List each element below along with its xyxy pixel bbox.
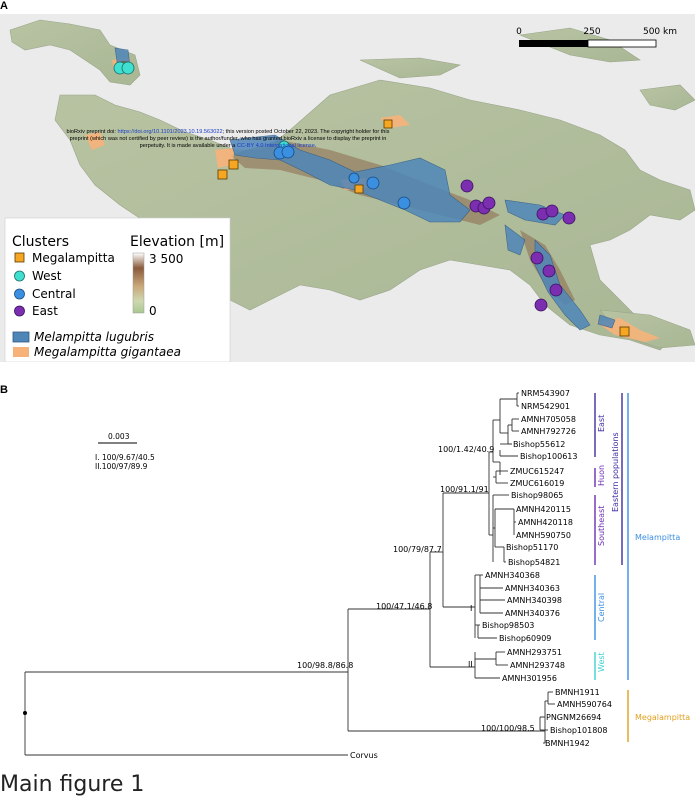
node-support: 100/98.8/86.8	[297, 661, 353, 670]
legend-east: East	[32, 304, 58, 318]
node-support: 100/79/87.7	[393, 545, 442, 554]
sample-point	[534, 298, 548, 312]
node-support: 100/91.1/91	[440, 485, 489, 494]
elevation-title: Elevation [m]	[130, 234, 224, 250]
scale-tick-250: 250	[583, 27, 600, 37]
sample-point	[397, 196, 411, 210]
tip-label: PNGNM26694	[546, 713, 601, 722]
sample-point	[217, 169, 228, 180]
tip-label: AMNH340363	[505, 584, 560, 593]
tip-label: AMNH792726	[521, 427, 576, 436]
clade-label-eastern-populations: Eastern populations	[611, 432, 620, 512]
clade-label-southeast: Southeast	[597, 506, 606, 546]
tip-label: AMNH293748	[510, 661, 565, 670]
elevation-min: 0	[149, 304, 157, 318]
legend-lugubris: Melampitta lugubris	[34, 330, 154, 344]
svg-text:bioRxiv preprint doi: https://: bioRxiv preprint doi: https://doi.org/10…	[67, 129, 390, 135]
root-node	[23, 711, 27, 715]
tip-label: Bishop60909	[499, 634, 551, 643]
tip-label: Bishop54821	[508, 558, 560, 567]
sample-point	[542, 264, 556, 278]
node-mark-I: I	[470, 604, 472, 613]
phylogenetic-tree: 0.003 I. 100/9.67/40.5 II.100/97/89.9	[23, 389, 690, 760]
sample-point	[545, 204, 559, 218]
tip-label: AMNH420118	[518, 518, 573, 527]
sample-point	[366, 176, 380, 190]
east-points	[460, 179, 576, 312]
tip-label: AMNH340368	[485, 571, 540, 580]
svg-text:preprint (which was not certif: preprint (which was not certified by pee…	[70, 136, 387, 142]
tip-label: BMNH1942	[545, 739, 590, 748]
tip-label: AMNH590750	[516, 531, 571, 540]
panel-label-a: A	[0, 0, 8, 12]
sample-point	[348, 172, 360, 184]
legend-central: Central	[32, 287, 76, 301]
sample-point	[619, 326, 630, 337]
node-support: 100/47.1/46.8	[376, 602, 432, 611]
clade-label-huon: Huon	[597, 465, 606, 486]
sample-point	[549, 283, 563, 297]
tree-scale-label: 0.003	[108, 432, 130, 441]
tip-label: Corvus	[350, 751, 378, 760]
tip-label: Bishop55612	[513, 440, 565, 449]
sample-point	[383, 119, 393, 129]
scale-tick-500: 500 km	[643, 27, 677, 37]
tip-label: Bishop98503	[482, 621, 534, 630]
tip-label: Bishop101808	[550, 726, 607, 735]
legend-gigantaea: Megalampitta gigantaea	[34, 345, 181, 359]
sample-point	[121, 61, 135, 75]
scale-tick-0: 0	[516, 27, 522, 37]
legend-megalampitta: Megalampitta	[32, 251, 115, 265]
tip-label: ZMUC616019	[510, 479, 564, 488]
tip-label: AMNH420115	[516, 505, 571, 514]
central-points	[273, 145, 411, 210]
sample-point	[530, 251, 544, 265]
tip-label: AMNH340376	[505, 609, 560, 618]
clade-label-west: West	[597, 652, 606, 672]
map-legend: Clusters Megalampitta West Central East …	[4, 217, 231, 362]
tip-label: BMNH1911	[555, 688, 600, 697]
tip-label: AMNH301956	[502, 674, 557, 683]
sample-point	[562, 211, 576, 225]
tip-label: Bishop100613	[520, 452, 577, 461]
scale-bar: 0 250 500 km	[516, 27, 677, 48]
panel-label-b: B	[0, 384, 8, 396]
clade-label-melampitta: Melampitta	[635, 533, 680, 542]
node-mark-II: II	[468, 660, 473, 669]
distribution-map: 0 250 500 km bioRxiv preprint doi: https…	[0, 14, 695, 362]
sample-point	[482, 196, 496, 210]
node-support: 100/1.42/40.9	[438, 445, 494, 454]
node-key-II: II.100/97/89.9	[95, 462, 148, 471]
tip-label: NRM542901	[521, 402, 570, 411]
legend-west: West	[32, 269, 62, 283]
clusters-title: Clusters	[12, 234, 69, 250]
clade-label-central: Central	[597, 593, 606, 622]
tip-label: AMNH705058	[521, 415, 576, 424]
clade-bars	[594, 393, 629, 742]
clade-label-east: East	[597, 415, 606, 432]
node-support: 100/100/98.5	[481, 724, 535, 733]
tip-label: ZMUC615247	[510, 467, 564, 476]
clade-label-megalampitta: Megalampitta	[635, 713, 690, 722]
tree-branches	[24, 392, 555, 756]
tip-label: NRM543907	[521, 389, 570, 398]
sample-point	[228, 159, 239, 170]
svg-text:perpetuity. It is made availab: perpetuity. It is made available under a…	[140, 143, 317, 149]
sample-point	[460, 179, 474, 193]
tip-label: Bishop51170	[506, 543, 558, 552]
sample-point	[281, 145, 295, 159]
sample-point	[354, 184, 364, 194]
tip-label: AMNH340398	[507, 596, 562, 605]
elevation-max: 3 500	[149, 252, 183, 266]
preprint-notice: bioRxiv preprint doi: https://doi.org/10…	[67, 129, 390, 149]
figure-caption: Main figure 1	[0, 772, 145, 797]
tip-label: Bishop98065	[511, 491, 563, 500]
tip-label: AMNH293751	[507, 648, 562, 657]
tip-label: AMNH590764	[557, 700, 612, 709]
node-key-I: I. 100/9.67/40.5	[95, 453, 155, 462]
